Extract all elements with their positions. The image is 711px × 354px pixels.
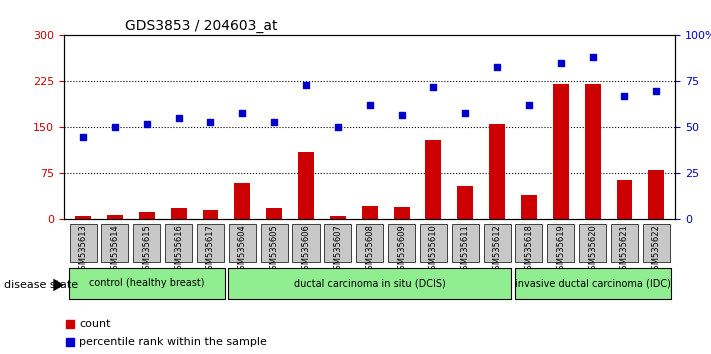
Bar <box>521 195 537 219</box>
Text: control (healthy breast): control (healthy breast) <box>89 278 205 288</box>
FancyBboxPatch shape <box>420 224 447 262</box>
FancyBboxPatch shape <box>451 224 479 262</box>
Point <box>587 55 599 60</box>
Bar <box>203 210 218 219</box>
Text: GSM535620: GSM535620 <box>588 224 597 275</box>
FancyBboxPatch shape <box>515 224 542 262</box>
Point <box>523 103 535 108</box>
Text: GSM535621: GSM535621 <box>620 224 629 275</box>
Text: GDS3853 / 204603_at: GDS3853 / 204603_at <box>125 19 277 33</box>
Point <box>459 110 471 115</box>
Text: GSM535606: GSM535606 <box>301 224 311 275</box>
Bar <box>107 215 123 219</box>
FancyBboxPatch shape <box>70 224 97 262</box>
Point <box>396 112 407 118</box>
Bar <box>616 179 633 219</box>
Text: GSM535608: GSM535608 <box>365 224 374 275</box>
Point <box>332 125 343 130</box>
Point <box>269 119 280 125</box>
Bar <box>330 216 346 219</box>
Point <box>77 134 89 139</box>
FancyBboxPatch shape <box>261 224 288 262</box>
Bar <box>584 85 601 219</box>
Bar <box>235 183 250 219</box>
Bar <box>553 85 569 219</box>
FancyBboxPatch shape <box>356 224 383 262</box>
Text: GSM535607: GSM535607 <box>333 224 343 275</box>
Text: GSM535610: GSM535610 <box>429 224 438 275</box>
Point <box>364 103 375 108</box>
Text: GSM535617: GSM535617 <box>206 224 215 275</box>
Text: percentile rank within the sample: percentile rank within the sample <box>80 337 267 347</box>
Bar <box>648 170 664 219</box>
FancyBboxPatch shape <box>388 224 415 262</box>
Bar <box>362 206 378 219</box>
Point <box>651 88 662 93</box>
Text: GSM535605: GSM535605 <box>269 224 279 275</box>
Point <box>300 82 311 88</box>
FancyBboxPatch shape <box>515 268 670 299</box>
FancyBboxPatch shape <box>102 224 129 262</box>
Polygon shape <box>53 279 64 291</box>
Text: GSM535611: GSM535611 <box>461 224 470 275</box>
FancyBboxPatch shape <box>228 268 511 299</box>
Point <box>205 119 216 125</box>
FancyBboxPatch shape <box>643 224 670 262</box>
Text: GSM535616: GSM535616 <box>174 224 183 275</box>
FancyBboxPatch shape <box>292 224 319 262</box>
Bar <box>139 212 155 219</box>
FancyBboxPatch shape <box>611 224 638 262</box>
Text: GSM535618: GSM535618 <box>525 224 533 275</box>
FancyBboxPatch shape <box>547 224 574 262</box>
Text: GSM535615: GSM535615 <box>142 224 151 275</box>
FancyBboxPatch shape <box>165 224 192 262</box>
Bar <box>457 186 474 219</box>
Text: GSM535619: GSM535619 <box>556 224 565 275</box>
Text: GSM535609: GSM535609 <box>397 224 406 275</box>
Point <box>428 84 439 90</box>
FancyBboxPatch shape <box>133 224 160 262</box>
Bar <box>394 207 410 219</box>
FancyBboxPatch shape <box>229 224 256 262</box>
Point <box>619 93 630 99</box>
Bar <box>266 209 282 219</box>
FancyBboxPatch shape <box>197 224 224 262</box>
Text: GSM535613: GSM535613 <box>79 224 87 275</box>
Point <box>237 110 248 115</box>
Point <box>141 121 152 127</box>
FancyBboxPatch shape <box>324 224 351 262</box>
Text: ductal carcinoma in situ (DCIS): ductal carcinoma in situ (DCIS) <box>294 278 446 288</box>
FancyBboxPatch shape <box>579 224 606 262</box>
Text: GSM535612: GSM535612 <box>493 224 501 275</box>
Point <box>555 60 567 66</box>
Text: count: count <box>80 319 111 329</box>
Bar <box>298 152 314 219</box>
Text: GSM535622: GSM535622 <box>652 224 661 275</box>
Text: disease state: disease state <box>4 280 77 290</box>
Point <box>491 64 503 69</box>
Bar <box>75 216 91 219</box>
FancyBboxPatch shape <box>69 268 225 299</box>
Bar <box>171 209 186 219</box>
Text: GSM535604: GSM535604 <box>238 224 247 275</box>
Bar <box>489 124 505 219</box>
Text: invasive ductal carcinoma (IDC): invasive ductal carcinoma (IDC) <box>515 278 670 288</box>
Point <box>109 125 121 130</box>
FancyBboxPatch shape <box>483 224 510 262</box>
Point <box>173 115 184 121</box>
Text: GSM535614: GSM535614 <box>110 224 119 275</box>
Bar <box>425 140 442 219</box>
